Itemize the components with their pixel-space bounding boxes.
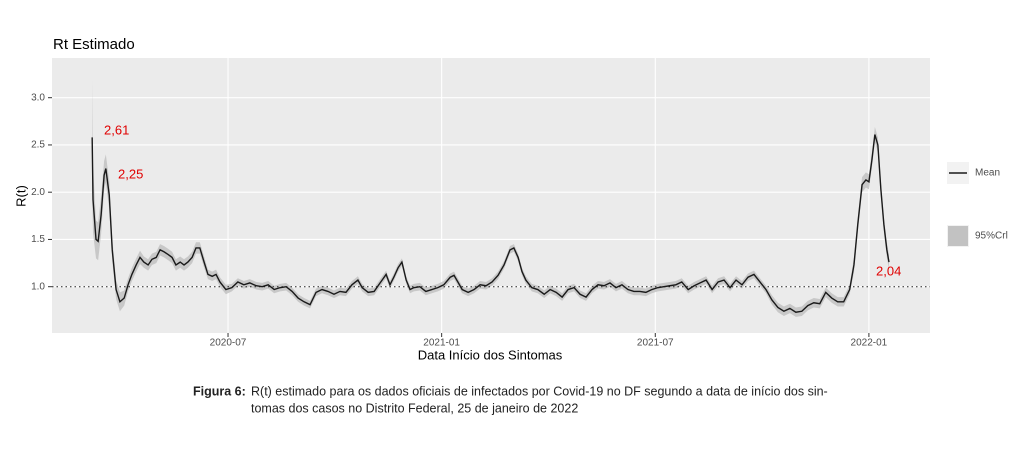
x-tick-label: 2022-01: [851, 338, 888, 349]
legend-label: 95%Crl: [975, 231, 1008, 242]
x-tick-label: 2020-07: [210, 338, 247, 349]
caption-text: R(t) estimado para os dados oficiais de …: [251, 384, 828, 398]
y-tick-label: 2.5: [31, 140, 45, 151]
x-axis-title: Data Início dos Sintomas: [418, 347, 563, 362]
caption-text: tomas dos casos no Distrito Federal, 25 …: [251, 401, 578, 415]
plot-panel: [52, 58, 930, 333]
mean-line: [91, 134, 890, 313]
y-axis-title: R(t): [13, 185, 28, 207]
legend-label: Mean: [975, 168, 1000, 179]
caption-label: Figura 6:: [193, 384, 246, 398]
legend-key: [948, 226, 968, 246]
y-tick-label: 2.0: [31, 187, 45, 198]
y-tick-label: 1.0: [31, 281, 45, 292]
annotation: 2,04: [876, 263, 901, 278]
x-tick-label: 2021-07: [637, 338, 674, 349]
annotation: 2,61: [104, 122, 129, 137]
y-tick-label: 3.0: [31, 92, 45, 103]
x-tick-label: 2021-01: [423, 338, 460, 349]
y-tick-label: 1.5: [31, 234, 45, 245]
annotation: 2,25: [118, 166, 143, 181]
chart-title: Rt Estimado: [53, 36, 135, 53]
